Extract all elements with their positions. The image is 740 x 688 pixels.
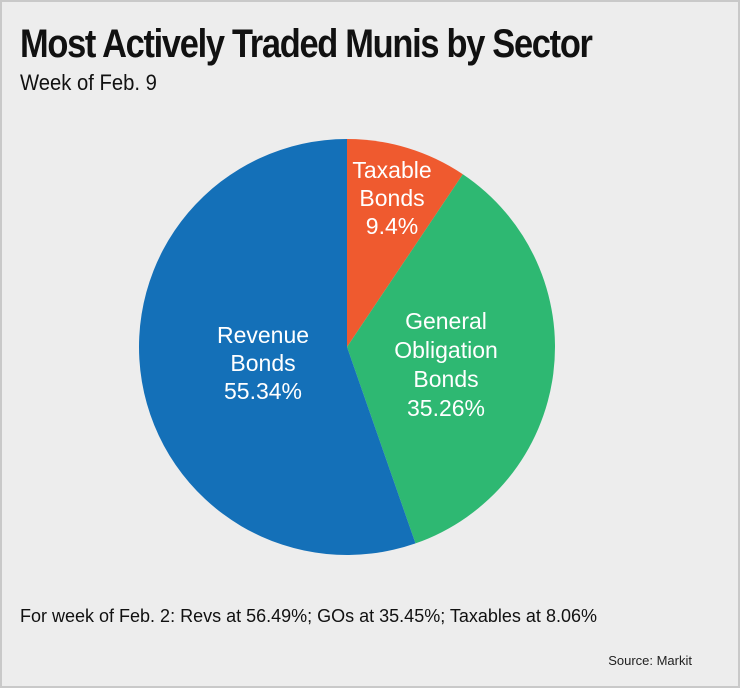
slice-label-revenue-bonds: Revenue Bonds 55.34% (217, 322, 309, 404)
slice-label-taxable-bonds: Taxable Bonds 9.4% (352, 157, 431, 239)
chart-subtitle: Week of Feb. 9 (20, 70, 157, 95)
slice-label-general-obligation-bonds: General Obligation Bonds 35.26% (394, 308, 498, 421)
pie-slice-general-obligation-bonds (347, 174, 556, 544)
prior-week-note: For week of Feb. 2: Revs at 56.49%; GOs … (20, 606, 597, 626)
chart-title: Most Actively Traded Munis by Sector (20, 22, 593, 66)
source-credit: Source: Markit (608, 653, 692, 668)
pie-slice-revenue-bonds (139, 139, 416, 555)
pie-slice-taxable-bonds (347, 139, 463, 347)
